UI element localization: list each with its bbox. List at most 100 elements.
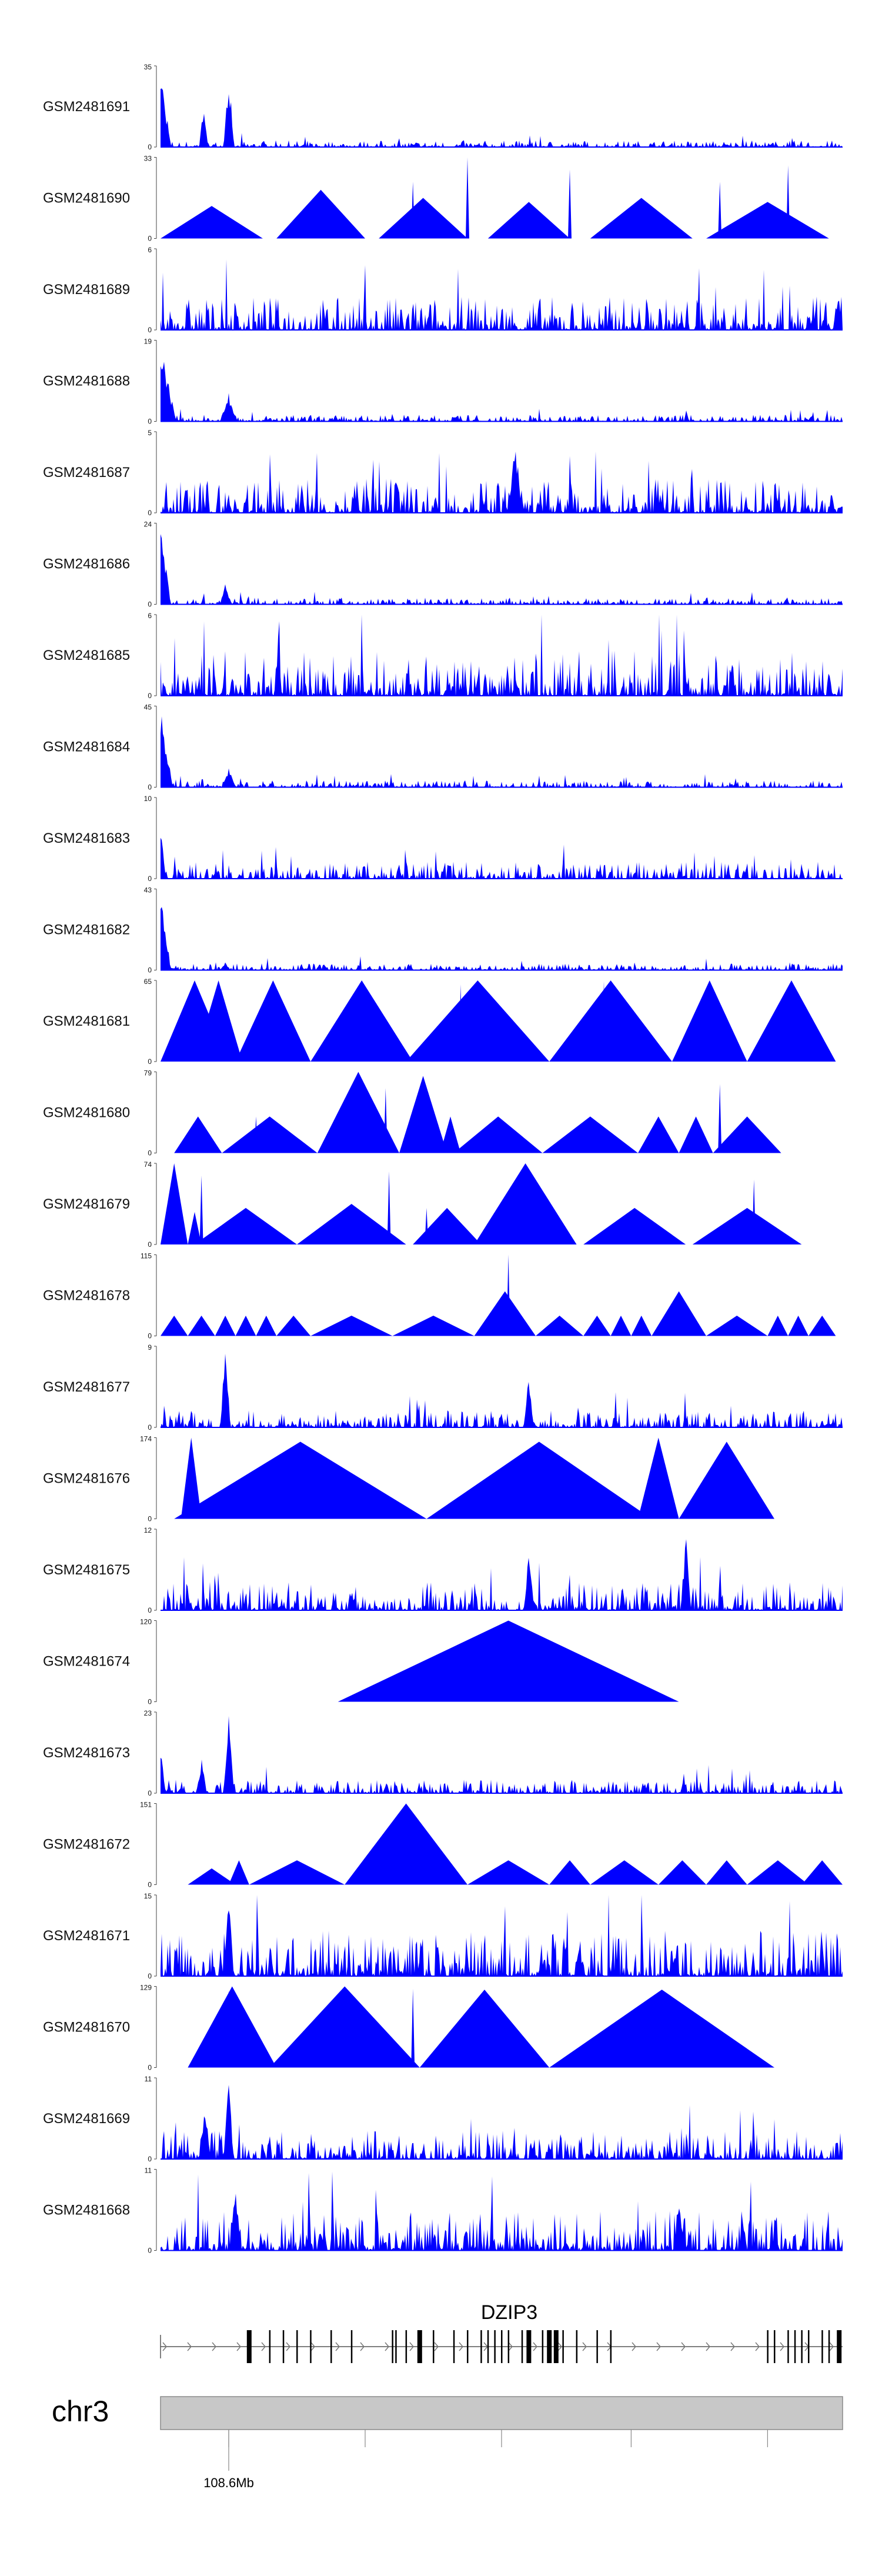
track-GSM2481671: GSM2481671 15 0: [43, 1892, 843, 1980]
strand-arrow-icon: [360, 2342, 365, 2351]
track-label: GSM2481688: [43, 373, 130, 389]
coverage-block: [610, 1316, 632, 1336]
coverage-block: [583, 1316, 611, 1336]
coverage-spike: [254, 1116, 258, 1153]
track-GSM2481689: GSM2481689 6 0: [43, 246, 843, 334]
exon: [395, 2330, 397, 2363]
coverage-block: [631, 1316, 652, 1336]
track-zero-label: 0: [148, 1149, 152, 1157]
coverage-block: [174, 1116, 222, 1153]
strand-arrow-icon: [434, 2342, 439, 2351]
coverage-block: [181, 1437, 202, 1519]
track-zero-label: 0: [148, 326, 152, 334]
coverage-block: [256, 1316, 277, 1336]
coverage-block: [392, 1316, 475, 1336]
coverage-signal: [161, 259, 843, 330]
coverage-block: [474, 1291, 536, 1336]
track-max-label: 12: [144, 1526, 152, 1534]
track-GSM2481688: GSM2481688 19 0: [43, 338, 843, 426]
coverage-spike: [227, 1990, 230, 2068]
coverage-block: [487, 202, 570, 239]
track-zero-label: 0: [148, 143, 152, 151]
exon: [282, 2330, 285, 2363]
exon: [246, 2330, 252, 2363]
coverage-spike: [568, 169, 572, 239]
exon: [837, 2330, 842, 2363]
track-max-label: 79: [144, 1069, 152, 1077]
coverage-block: [276, 1316, 311, 1336]
coverage-block: [229, 1860, 249, 1885]
coverage-block: [188, 1868, 236, 1885]
exon: [480, 2330, 482, 2363]
coverage-signal: [161, 534, 843, 605]
track-label: GSM2481676: [43, 1471, 130, 1487]
coverage-block: [747, 1860, 808, 1885]
track-label: GSM2481684: [43, 739, 130, 755]
track-max-label: 120: [140, 1618, 152, 1626]
coverage-spike: [466, 157, 469, 239]
track-GSM2481672: GSM2481672 151 0: [43, 1801, 843, 1889]
coverage-block: [713, 1116, 781, 1153]
track-GSM2481669: GSM2481669 11 0: [43, 2075, 843, 2163]
coverage-block: [453, 1116, 543, 1153]
track-GSM2481678: GSM2481678 115 0: [43, 1252, 836, 1340]
coverage-signal: [161, 837, 843, 879]
coverage-block: [222, 1116, 318, 1153]
track-max-label: 45: [144, 703, 152, 712]
exon: [774, 2330, 776, 2363]
gene-track: DZIP3: [160, 2301, 843, 2363]
track-zero-label: 0: [148, 1515, 152, 1523]
track-max-label: 10: [144, 795, 152, 803]
track-GSM2481677: GSM2481677 9 0: [43, 1343, 843, 1432]
coverage-block: [161, 1316, 188, 1336]
track-max-label: 9: [148, 1343, 152, 1352]
exon: [610, 2330, 612, 2363]
track-label: GSM2481672: [43, 1837, 130, 1853]
track-max-label: 15: [144, 1892, 152, 1900]
exon: [553, 2330, 559, 2363]
exon: [794, 2330, 796, 2363]
track-zero-label: 0: [148, 692, 152, 700]
exon: [526, 2330, 532, 2363]
coverage-block: [345, 1803, 467, 1885]
coverage-block: [590, 1860, 659, 1885]
exon: [808, 2330, 810, 2363]
coverage-block: [235, 1316, 256, 1336]
coverage-block: [317, 1072, 399, 1153]
exon: [562, 2330, 564, 2363]
track-GSM2481675: GSM2481675 12 0: [43, 1526, 843, 1614]
strand-arrow-icon: [533, 2342, 537, 2351]
track-label: GSM2481687: [43, 465, 130, 481]
coverage-signal: [161, 907, 843, 970]
strand-arrow-icon: [459, 2342, 463, 2351]
coverage-block: [249, 1860, 345, 1885]
chromosome-label: chr3: [52, 2395, 109, 2428]
coverage-signal: [161, 716, 843, 788]
coverage-block: [788, 1316, 808, 1336]
strand-arrow-icon: [212, 2342, 216, 2351]
coverage-block: [310, 980, 413, 1062]
coverage-block: [706, 1316, 768, 1336]
track-max-label: 24: [144, 520, 152, 529]
coverage-block: [276, 189, 365, 239]
coverage-block: [440, 1116, 461, 1153]
track-zero-label: 0: [148, 1881, 152, 1889]
coverage-block: [235, 980, 311, 1062]
track-zero-label: 0: [148, 2247, 152, 2255]
track-zero-label: 0: [148, 966, 152, 975]
coverage-block: [536, 1316, 584, 1336]
coverage-spike: [199, 1175, 203, 1244]
coverage-block: [426, 1442, 652, 1519]
coverage-block: [195, 980, 243, 1062]
coverage-block: [747, 980, 836, 1062]
track-GSM2481685: GSM2481685 6 0: [43, 612, 843, 700]
coverage-tracks: GSM2481691350GSM2481690330GSM248168960GS…: [43, 63, 843, 2255]
track-GSM2481680: GSM2481680 79 0: [43, 1069, 781, 1157]
strand-arrow-icon: [286, 2342, 290, 2351]
exon: [521, 2330, 523, 2363]
track-GSM2481683: GSM2481683 10 0: [43, 795, 843, 883]
track-label: GSM2481689: [43, 282, 130, 298]
coverage-signal: [161, 615, 843, 696]
exon: [269, 2330, 271, 2363]
